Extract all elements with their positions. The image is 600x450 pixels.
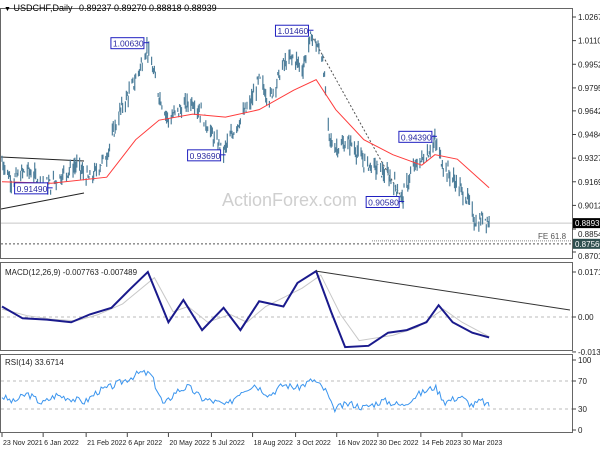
current-price-tag-text: 0.88939 (575, 219, 600, 228)
date-axis-label: 3 Oct 2022 (297, 440, 331, 447)
rsi-axis-label: 30 (578, 405, 587, 414)
annotation-label: 1.00630 (113, 39, 144, 49)
price-axis-label: 0.88545 (578, 230, 600, 239)
annotation-label: 0.91490 (17, 184, 48, 194)
annotation-box (14, 182, 49, 195)
triangle-upper-line (0, 156, 85, 162)
chart-header: ▼ USDCHF,Daily 0.89237 0.89270 0.88818 0… (4, 3, 217, 13)
macd-signal-line (1, 274, 490, 342)
price-axis-label: 1.02675 (578, 13, 600, 22)
date-axis-label: 5 Jul 2022 (212, 440, 244, 447)
date-axis-label: 18 Aug 2022 (254, 440, 293, 447)
symbol-label: USDCHF,Daily (13, 3, 73, 13)
triangle-lower-line (0, 192, 85, 210)
macd-line (1, 269, 490, 349)
annotation-box (365, 195, 400, 208)
rsi-line (1, 369, 490, 414)
rsi-axis-label: 100 (578, 356, 592, 365)
main-panel (0, 8, 573, 259)
price-axis-label: 0.96420 (578, 107, 600, 116)
ohlc-values: 0.89237 0.89270 0.88818 0.88939 (78, 3, 217, 13)
rsi-axis-label: 0 (578, 426, 583, 435)
date-axis-label: 23 Nov 2021 (3, 440, 43, 447)
annotation-label: 0.90580 (368, 197, 399, 207)
price-axis-label: 0.99525 (578, 60, 600, 69)
target-price-tag (573, 238, 600, 249)
macd-axis-label: 0.017176 (578, 268, 600, 277)
date-axis-label: 21 Feb 2022 (87, 440, 126, 447)
date-axis-label: 16 Nov 2022 (338, 440, 378, 447)
date-axis-label: 6 Jan 2022 (44, 440, 79, 447)
date-axis-label: 6 Apr 2022 (128, 440, 162, 447)
annotation-box (274, 24, 309, 37)
rsi-panel (0, 354, 573, 433)
price-axis-label: 0.94845 (578, 130, 600, 139)
annotation-label: 1.01460 (277, 26, 308, 36)
annotation-box (187, 149, 222, 162)
date-axis-label: 30 Dec 2022 (379, 440, 419, 447)
rsi-title: RSI(14) 33.6714 (5, 358, 64, 367)
fe-label: FE 61.8 (538, 232, 567, 241)
current-price-tag (573, 218, 600, 229)
macd-trendline (316, 270, 571, 311)
price-axis-label: 0.87015 (578, 252, 600, 261)
annotation-box (110, 37, 145, 50)
price-axis-label: 0.90120 (578, 201, 600, 210)
collapse-triangle-icon[interactable]: ▼ (4, 6, 11, 13)
annotation-label: 0.94390 (401, 132, 432, 142)
macd-axis-label: -0.01334 (578, 348, 600, 357)
moving-average-line (1, 79, 490, 189)
date-axis-label: 20 May 2022 (169, 440, 210, 447)
dotted-trendline (311, 34, 403, 199)
rsi-axis-label: 70 (578, 377, 587, 386)
date-axis-label: 30 Mar 2023 (463, 440, 502, 447)
macd-panel (0, 262, 573, 351)
price-axis-label: 0.91695 (578, 178, 600, 187)
date-axis-label: 14 Feb 2023 (422, 440, 461, 447)
price-axis-label: 0.97950 (578, 84, 600, 93)
watermark: ActionForex.com (222, 190, 358, 210)
annotation-label: 0.93690 (190, 151, 221, 161)
macd-title: MACD(12,26,9) -0.007763 -0.007489 (5, 268, 138, 277)
annotation-box (398, 130, 433, 143)
macd-axis-label: 0.00 (578, 313, 594, 322)
price-axis-label: 0.93270 (578, 154, 600, 163)
